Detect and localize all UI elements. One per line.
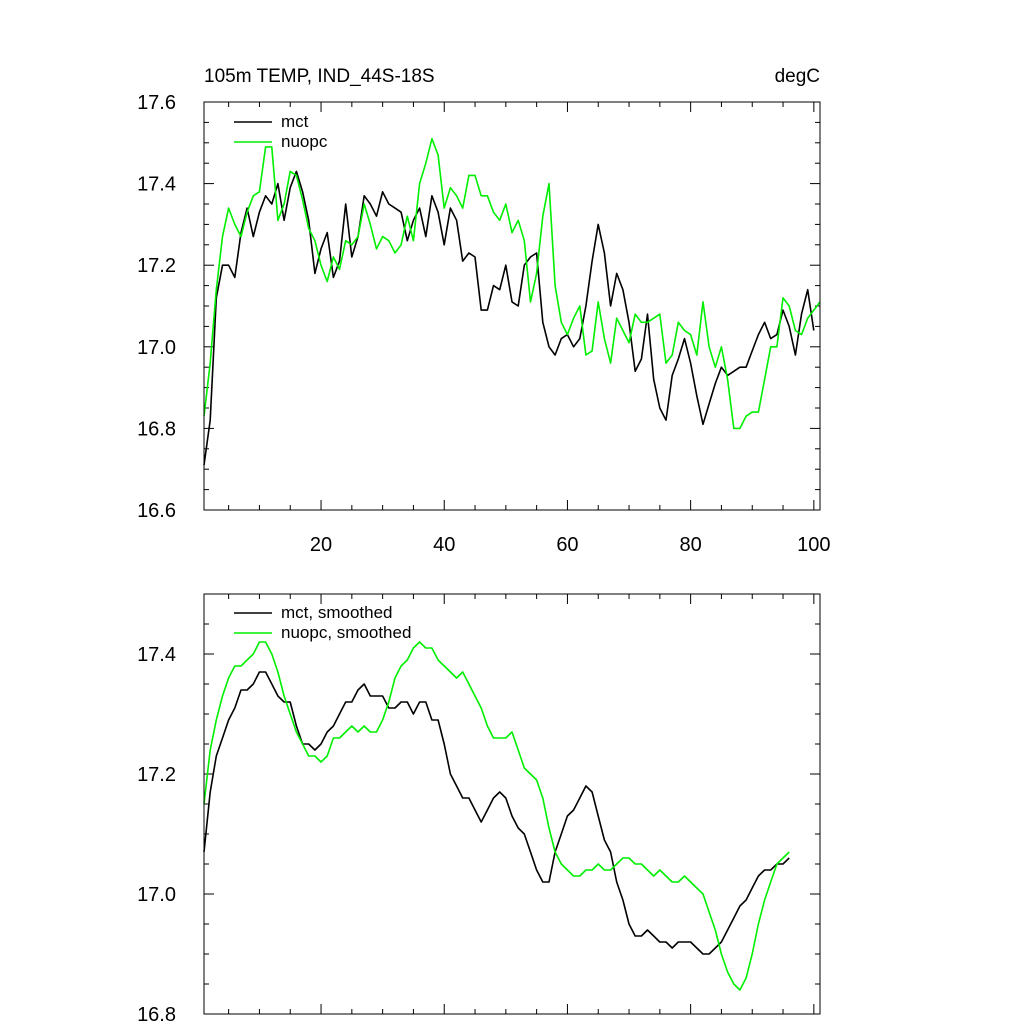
top-chart: 105m TEMP, IND_44S-18S degC 20 40 60 80 100 1…	[137, 66, 830, 556]
series-line-nuopc	[203, 137, 821, 430]
series-line-mct	[203, 170, 815, 466]
top-chart-frame	[203, 101, 821, 511]
y-tick-label: 16.6	[137, 500, 176, 522]
x-tick-label: 20	[310, 534, 332, 556]
legend-label: mct	[281, 112, 309, 131]
x-tick-label: 40	[433, 534, 455, 556]
y-tick-label: 17.4	[137, 174, 176, 196]
y-tick-label: 17.2	[137, 255, 176, 277]
bottom-chart-frame	[203, 593, 821, 1015]
y-tick-label: 16.8	[137, 418, 176, 440]
legend-label: mct, smoothed	[281, 603, 393, 622]
y-tick-label: 17.6	[137, 92, 176, 114]
top-chart-ticks: 20 40 60 80 100 16.6 16.8 17.0 17.2 17.4 17.6	[137, 92, 830, 556]
y-tick-label: 16.8	[137, 1004, 176, 1024]
legend-label: nuopc, smoothed	[281, 623, 411, 642]
y-tick-label: 17.2	[137, 764, 176, 786]
series-line-mct-smoothed	[203, 671, 790, 955]
legend-label: nuopc	[281, 132, 328, 151]
x-tick-label: 100	[797, 534, 830, 556]
series-line-nuopc-smoothed	[203, 641, 790, 991]
chart-title: 105m TEMP, IND_44S-18S	[204, 66, 435, 87]
y-tick-label: 17.0	[137, 337, 176, 359]
bottom-chart-ticks: 16.8 17.0 17.2 17.4	[137, 593, 820, 1024]
y-tick-label: 17.4	[137, 644, 176, 666]
y-tick-label: 17.0	[137, 884, 176, 906]
bottom-chart-series	[203, 641, 790, 991]
x-tick-label: 80	[680, 534, 702, 556]
x-tick-label: 60	[556, 534, 578, 556]
top-chart-series	[203, 137, 821, 466]
units-label: degC	[775, 66, 820, 87]
